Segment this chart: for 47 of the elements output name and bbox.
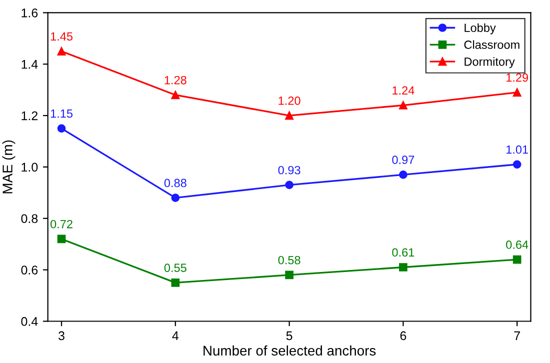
point — [171, 278, 180, 287]
data-label: 1.28 — [164, 76, 186, 84]
data-label: 0.58 — [278, 256, 300, 264]
data-label: 1.45 — [50, 32, 73, 41]
point — [171, 194, 180, 202]
data-label: 1.20 — [278, 96, 300, 105]
data-label: 1.29 — [506, 73, 528, 82]
x-tick-label: 3 — [58, 331, 64, 340]
y-tick-label: 1.6 — [22, 8, 38, 18]
point — [57, 234, 66, 244]
legend-label: Dormitory — [464, 57, 515, 68]
y-tick-label: 1.2 — [22, 111, 38, 120]
data-label: 0.93 — [278, 166, 300, 174]
data-label: 1.24 — [392, 86, 414, 94]
point — [285, 111, 294, 120]
x-tick-label: 6 — [400, 331, 406, 340]
point — [399, 263, 408, 272]
x-tick-label: 4 — [172, 331, 179, 340]
point — [512, 88, 522, 97]
data-label: 0.88 — [164, 178, 186, 188]
x-tick-label: 7 — [514, 331, 520, 340]
data-label: 1.15 — [50, 110, 73, 118]
data-label: 0.72 — [50, 220, 72, 228]
data-label: 0.61 — [392, 248, 414, 257]
data-label: 0.97 — [392, 156, 414, 164]
y-axis-title: MAE (m) — [2, 140, 16, 194]
point — [512, 255, 522, 264]
point — [57, 47, 66, 56]
y-tick-label: 1.0 — [22, 162, 38, 172]
point — [399, 170, 408, 179]
y-tick-label: 1.4 — [22, 60, 38, 69]
point — [57, 124, 66, 133]
y-tick-label: 0.4 — [21, 317, 38, 326]
point — [285, 270, 294, 280]
point — [512, 160, 522, 169]
y-tick-label: 0.8 — [21, 214, 38, 224]
point — [285, 180, 294, 190]
data-label: 0.64 — [506, 240, 528, 249]
point — [171, 90, 180, 100]
data-label: 1.01 — [506, 145, 528, 154]
legend-label: Classroom — [464, 40, 520, 49]
legend-label: Lobby — [464, 23, 496, 34]
x-tick-label: 5 — [286, 331, 292, 340]
data-label: 0.55 — [164, 264, 186, 272]
point — [399, 101, 408, 110]
x-axis-title: Number of selected anchors — [204, 345, 376, 356]
y-tick-label: 0.6 — [21, 266, 38, 274]
